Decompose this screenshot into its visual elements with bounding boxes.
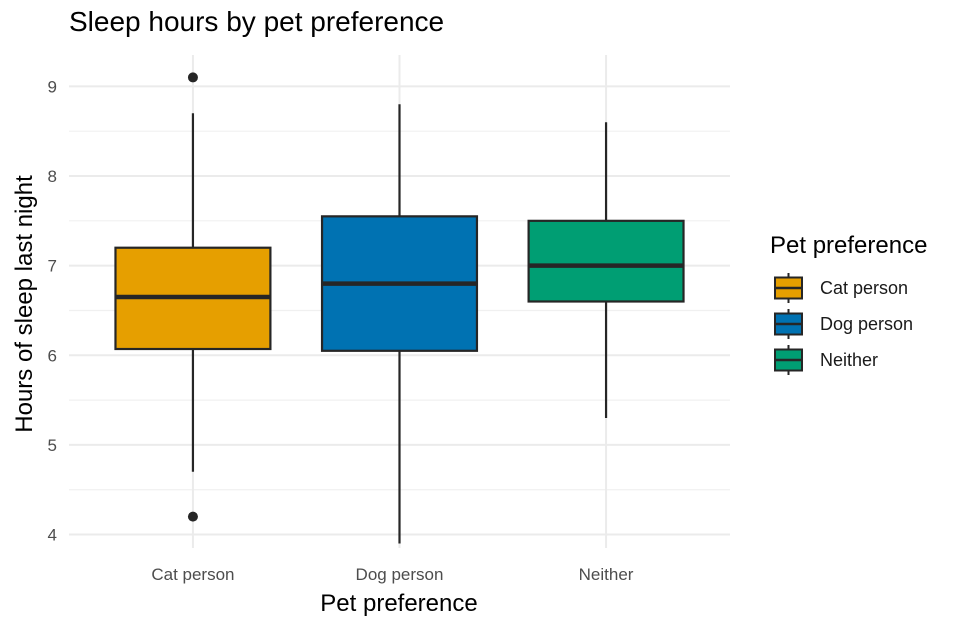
y-tick-label: 8	[48, 167, 57, 186]
chart-title: Sleep hours by pet preference	[69, 6, 445, 37]
boxes	[114, 72, 685, 544]
box-cat-person	[114, 72, 272, 522]
box-neither	[527, 122, 685, 419]
y-tick-label: 4	[48, 526, 57, 545]
outlier-point	[187, 72, 198, 83]
x-tick-label: Cat person	[151, 565, 234, 584]
legend-label: Dog person	[820, 314, 913, 334]
box-dog-person	[320, 104, 479, 544]
legend-label: Cat person	[820, 278, 908, 298]
legend-label: Neither	[820, 350, 878, 370]
x-tick-label: Dog person	[356, 565, 444, 584]
legend-item-cat-person: Cat person	[774, 273, 908, 303]
x-axis-ticks: Cat person Dog person Neither	[151, 565, 633, 584]
x-tick-label: Neither	[579, 565, 634, 584]
legend-item-dog-person: Dog person	[774, 309, 913, 339]
y-tick-label: 5	[48, 436, 57, 455]
legend: Pet preference Cat person Dog person Neith…	[770, 232, 927, 375]
outlier-point	[187, 511, 198, 522]
y-axis-title: Hours of sleep last night	[11, 175, 38, 433]
legend-item-neither: Neither	[774, 345, 878, 375]
x-axis-title: Pet preference	[320, 590, 477, 617]
y-axis-ticks: 4 5 6 7 8 9	[48, 77, 57, 544]
y-tick-label: 7	[48, 257, 57, 276]
y-tick-label: 6	[48, 346, 57, 365]
legend-title: Pet preference	[770, 232, 927, 259]
box-iqr	[527, 219, 685, 303]
y-tick-label: 9	[48, 77, 57, 96]
